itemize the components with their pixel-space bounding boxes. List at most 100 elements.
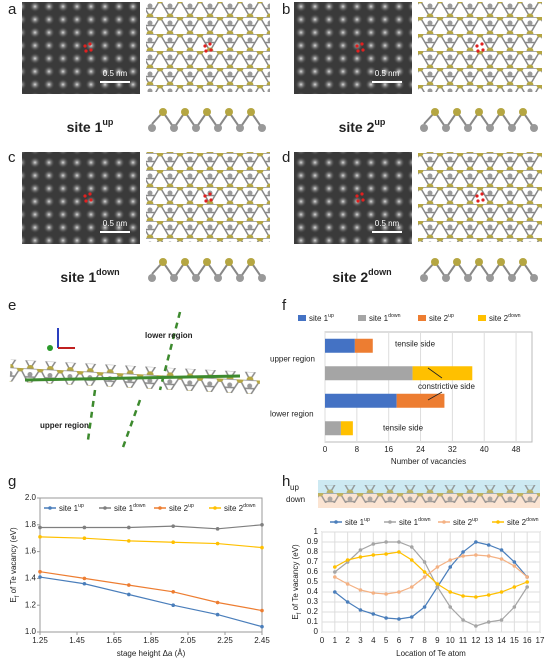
data-point <box>371 612 376 616</box>
data-point <box>474 540 478 544</box>
atom <box>181 108 189 116</box>
x-tick-label: 12 <box>471 636 480 645</box>
panel-label: e <box>8 297 16 314</box>
data-point <box>461 550 465 554</box>
legend-marker <box>103 506 107 510</box>
data-point <box>499 618 504 622</box>
x-axis-label: Number of vacancies <box>391 457 466 466</box>
atom <box>442 124 450 132</box>
x-tick-label: 10 <box>446 636 455 645</box>
atom <box>530 124 538 132</box>
legend-marker <box>213 506 217 510</box>
x-tick-label: 8 <box>422 636 427 645</box>
atom <box>258 274 266 282</box>
data-point <box>215 600 220 605</box>
data-point <box>333 575 337 579</box>
legend-label: site 2up <box>429 313 454 323</box>
vacancy-marker <box>204 49 208 53</box>
vacancy-marker <box>203 44 207 48</box>
data-point <box>333 590 337 594</box>
data-point <box>525 585 529 589</box>
data-point <box>358 588 363 592</box>
data-point <box>435 582 440 586</box>
legend-label-sup: down <box>243 503 256 509</box>
vacancy-marker <box>209 48 213 52</box>
vacancy-marker <box>480 42 484 46</box>
x-tick-label: 4 <box>371 636 376 645</box>
data-point <box>127 583 131 587</box>
atom <box>258 124 266 132</box>
stm-image <box>22 152 140 244</box>
x-tick-label: 1.45 <box>69 636 85 645</box>
region-divider <box>86 311 182 451</box>
legend-label-sup: up <box>364 517 370 523</box>
atom <box>508 274 516 282</box>
site-label-sup: down <box>368 267 392 277</box>
legend-label: site 1up <box>345 517 370 527</box>
atom <box>247 108 255 116</box>
data-point <box>422 570 427 574</box>
data-point <box>384 540 388 544</box>
vacancy-marker <box>84 199 88 203</box>
data-point <box>345 600 350 604</box>
vacancy-marker <box>475 44 479 48</box>
atom <box>475 258 483 266</box>
bar <box>325 421 341 436</box>
x-tick-label: 15 <box>510 636 519 645</box>
legend-label-sup: down <box>526 517 539 523</box>
data-point <box>371 591 376 595</box>
vacancy-marker <box>361 198 365 202</box>
atom <box>464 274 472 282</box>
vacancy-marker <box>88 192 92 196</box>
atom <box>420 274 428 282</box>
data-point <box>260 624 264 629</box>
data-point <box>171 540 175 545</box>
x-tick-label: 16 <box>384 445 393 454</box>
data-point <box>486 543 491 547</box>
y-axis-label-sub: f <box>297 612 303 614</box>
site-label-sup: up <box>374 117 385 127</box>
panel-label: f <box>282 297 287 314</box>
legend-label-main: site 2 <box>224 504 244 513</box>
plot-frame <box>39 497 263 633</box>
legend-label-main: site 2 <box>453 518 473 527</box>
x-tick-label: 11 <box>459 636 468 645</box>
data-point <box>38 535 42 539</box>
legend-marker <box>496 520 500 524</box>
legend-label-sup: up <box>188 503 194 509</box>
vacancy-marker <box>356 199 360 203</box>
panel-label: a <box>8 1 17 18</box>
data-point <box>397 550 401 554</box>
atom <box>148 124 156 132</box>
bar <box>396 393 445 408</box>
vacancy-marker <box>204 199 208 203</box>
vacancy-marker <box>355 44 359 48</box>
data-point <box>525 575 529 579</box>
vacancy-marker <box>83 194 87 198</box>
atom <box>236 274 244 282</box>
atom <box>192 274 200 282</box>
legend-label-main: site 1 <box>59 504 79 513</box>
site-label: site 1up <box>67 117 114 134</box>
x-axis-label: stage height Δa (Å) <box>117 649 186 658</box>
x-tick-label: 1.25 <box>32 636 48 645</box>
legend-marker <box>334 520 338 524</box>
x-tick-label: 9 <box>435 636 440 645</box>
atom <box>159 108 167 116</box>
legend-label-sup: down <box>388 313 401 319</box>
series-line <box>39 571 263 612</box>
vacancy-marker <box>208 192 212 196</box>
legend-marker <box>158 506 162 510</box>
y-tick-label: 1.2 <box>25 600 37 609</box>
x-tick-label: 3 <box>358 636 363 645</box>
panel-label: g <box>8 473 16 490</box>
atom <box>247 258 255 266</box>
vacancy-marker <box>88 42 92 46</box>
legend-label-sup: up <box>472 517 478 523</box>
legend-label-sup: down <box>418 517 431 523</box>
bar <box>325 366 413 381</box>
top-view-structure <box>146 2 270 92</box>
data-point <box>171 603 175 607</box>
data-point <box>358 608 363 612</box>
scale-label: 0.5 nm <box>103 219 128 228</box>
